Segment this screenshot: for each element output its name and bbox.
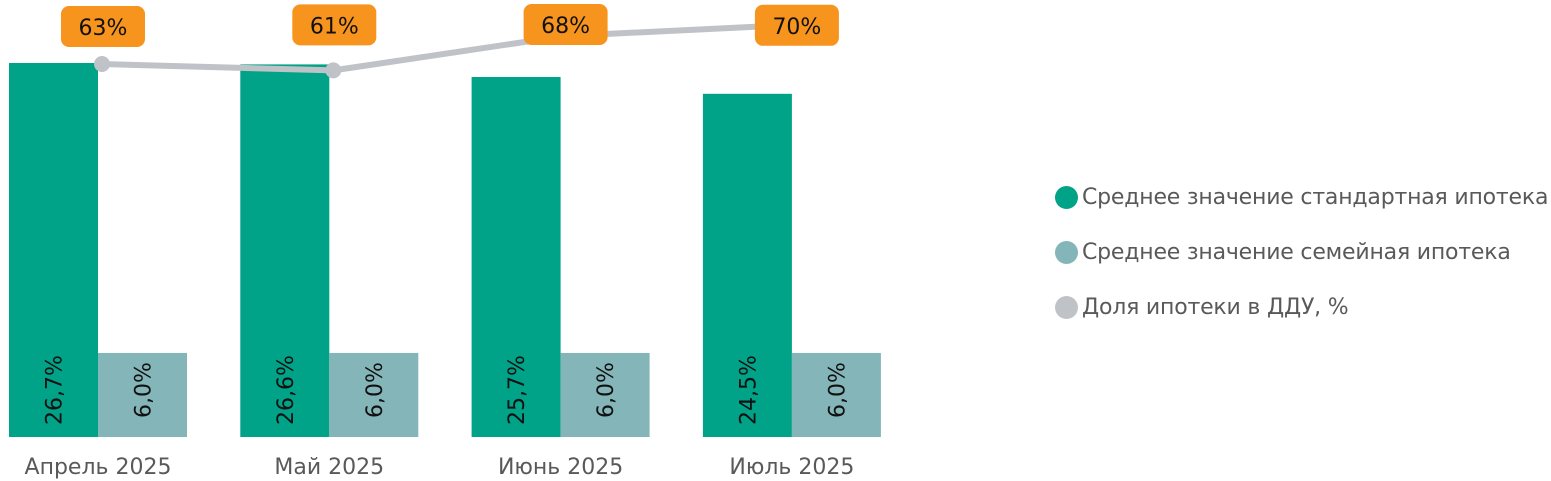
legend-item-family-mortgage[interactable]: Среднее значение семейная ипотека <box>1055 225 1548 280</box>
bar-standard-mortgage[interactable] <box>471 77 561 437</box>
mortgage-share-line <box>101 21 797 74</box>
line-value-label: 63% <box>79 16 128 41</box>
legend-item-mortgage-share[interactable]: Доля ипотеки в ДДУ, % <box>1055 280 1548 335</box>
bar-family-mortgage[interactable] <box>98 352 187 437</box>
line-value-badge <box>754 4 839 46</box>
bar-value-label: 6,0% <box>132 362 157 418</box>
bars-layer: 26,7% 6,0% 26,6% 6,0% 25,7% 6,0% 24,5% 6,0% <box>9 63 881 438</box>
category-label: Апрель 2025 <box>25 455 172 480</box>
bar-value-label: 6,0% <box>594 362 619 418</box>
legend-marker-icon <box>1055 241 1078 264</box>
category-label: Июнь 2025 <box>498 455 623 480</box>
bar-family-mortgage[interactable] <box>329 352 419 437</box>
legend: Среднее значение стандартная ипотека Сре… <box>1055 170 1548 335</box>
line-value-badge <box>523 4 608 45</box>
line-point-marker[interactable] <box>94 56 110 72</box>
line-value-label: 61% <box>310 14 359 39</box>
bar-family-mortgage[interactable] <box>791 352 881 437</box>
bar-value-label: 6,0% <box>825 362 850 418</box>
line-point-marker[interactable] <box>325 62 342 79</box>
bar-standard-mortgage[interactable] <box>240 64 330 437</box>
legend-label: Доля ипотеки в ДДУ, % <box>1082 295 1349 320</box>
bar-standard-mortgage[interactable] <box>9 63 98 437</box>
bar-value-label: 26,6% <box>274 355 299 425</box>
legend-marker-icon <box>1055 296 1078 319</box>
line-value-badge <box>292 4 377 46</box>
line-value-badge <box>61 6 145 47</box>
category-axis: Апрель 2025 Май 2025 Июнь 2025 Июль 2025 <box>25 455 855 480</box>
bar-family-mortgage[interactable] <box>560 352 650 437</box>
line-value-label: 68% <box>541 14 590 39</box>
legend-label: Среднее значение стандартная ипотека <box>1082 185 1549 210</box>
legend-marker-icon <box>1055 186 1078 209</box>
bar-standard-mortgage[interactable] <box>702 93 792 438</box>
line-layer: 63% 61% 68% 70% <box>61 4 839 79</box>
line-value-label: 70% <box>772 15 821 40</box>
legend-item-standard-mortgage[interactable]: Среднее значение стандартная ипотека <box>1055 170 1548 225</box>
bar-value-label: 24,5% <box>736 355 761 425</box>
legend-label: Среднее значение семейная ипотека <box>1082 240 1511 265</box>
bar-value-label: 6,0% <box>363 362 388 418</box>
bar-value-label: 25,7% <box>505 355 530 425</box>
bar-value-label: 26,7% <box>43 355 68 425</box>
category-label: Май 2025 <box>274 455 384 480</box>
category-label: Июль 2025 <box>729 455 854 480</box>
